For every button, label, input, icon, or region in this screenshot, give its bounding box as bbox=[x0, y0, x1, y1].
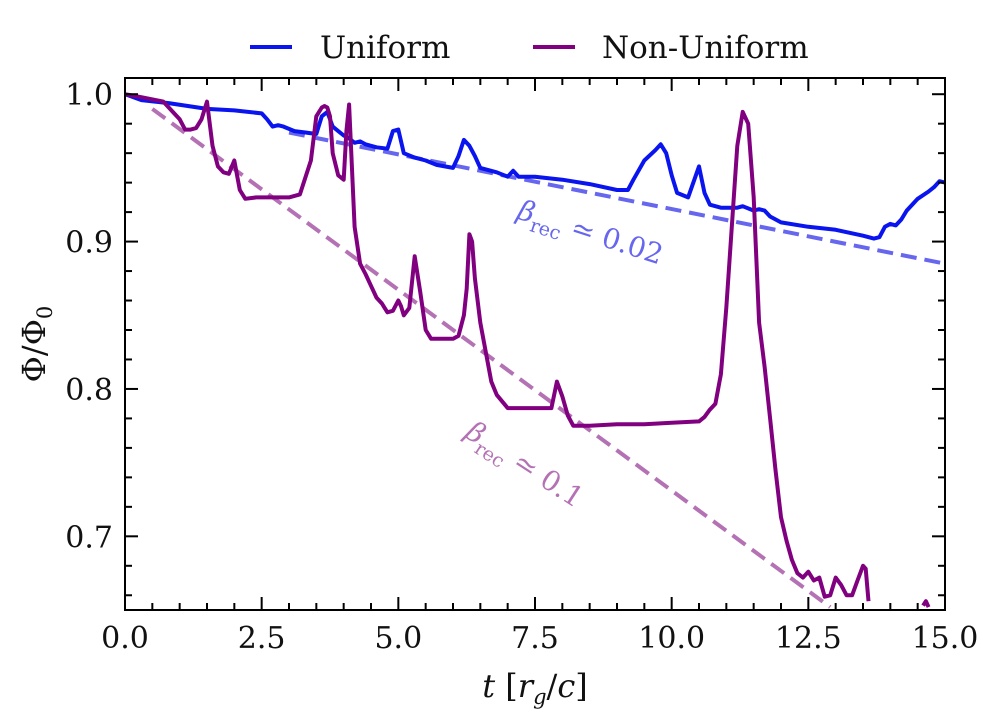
tick-labels: 0.0 2.5 5.0 7.5 10.0 12.5 15.0 0.7 0.8 0.9 1.0 bbox=[65, 78, 978, 656]
y-tick-label: 0.7 bbox=[65, 520, 113, 555]
legend: Uniform Non-Uniform bbox=[250, 30, 809, 66]
x-tick-label: 5.0 bbox=[374, 621, 422, 656]
y-axis-title: Φ/Φ0 bbox=[15, 306, 57, 383]
plot-frame bbox=[124, 77, 946, 611]
legend-label-uniform: Uniform bbox=[320, 30, 450, 66]
y-tick-label: 0.8 bbox=[65, 373, 113, 408]
legend-label-non-uniform: Non-Uniform bbox=[602, 30, 809, 66]
x-tick-label: 10.0 bbox=[638, 621, 705, 656]
uniform-series-line bbox=[125, 92, 945, 241]
x-tick-label: 15.0 bbox=[912, 621, 979, 656]
ticks bbox=[124, 78, 946, 610]
non-uniform-fit-line bbox=[151, 107, 832, 609]
x-tick-label: 0.0 bbox=[101, 621, 149, 656]
non-uniform-series-line bbox=[125, 92, 871, 602]
non-uniform-tail-line bbox=[921, 599, 931, 608]
x-tick-label: 12.5 bbox=[775, 621, 842, 656]
annotation-subscript: rec bbox=[527, 214, 563, 244]
fit-annotation: βrec ≃ 0.02 bbox=[511, 193, 667, 277]
x-tick-label: 7.5 bbox=[511, 621, 559, 656]
fit-annotation: βrec ≃ 0.1 bbox=[456, 414, 590, 520]
x-axis-title: t [rg/c] bbox=[482, 667, 587, 709]
y-tick-label: 0.9 bbox=[65, 226, 113, 261]
annotation-value: ≃ 0.1 bbox=[500, 440, 590, 514]
annotation-value: ≃ 0.02 bbox=[559, 208, 668, 271]
uniform-fit-line bbox=[288, 130, 945, 266]
x-tick-label: 2.5 bbox=[238, 621, 286, 656]
y-tick-label: 1.0 bbox=[65, 78, 113, 113]
